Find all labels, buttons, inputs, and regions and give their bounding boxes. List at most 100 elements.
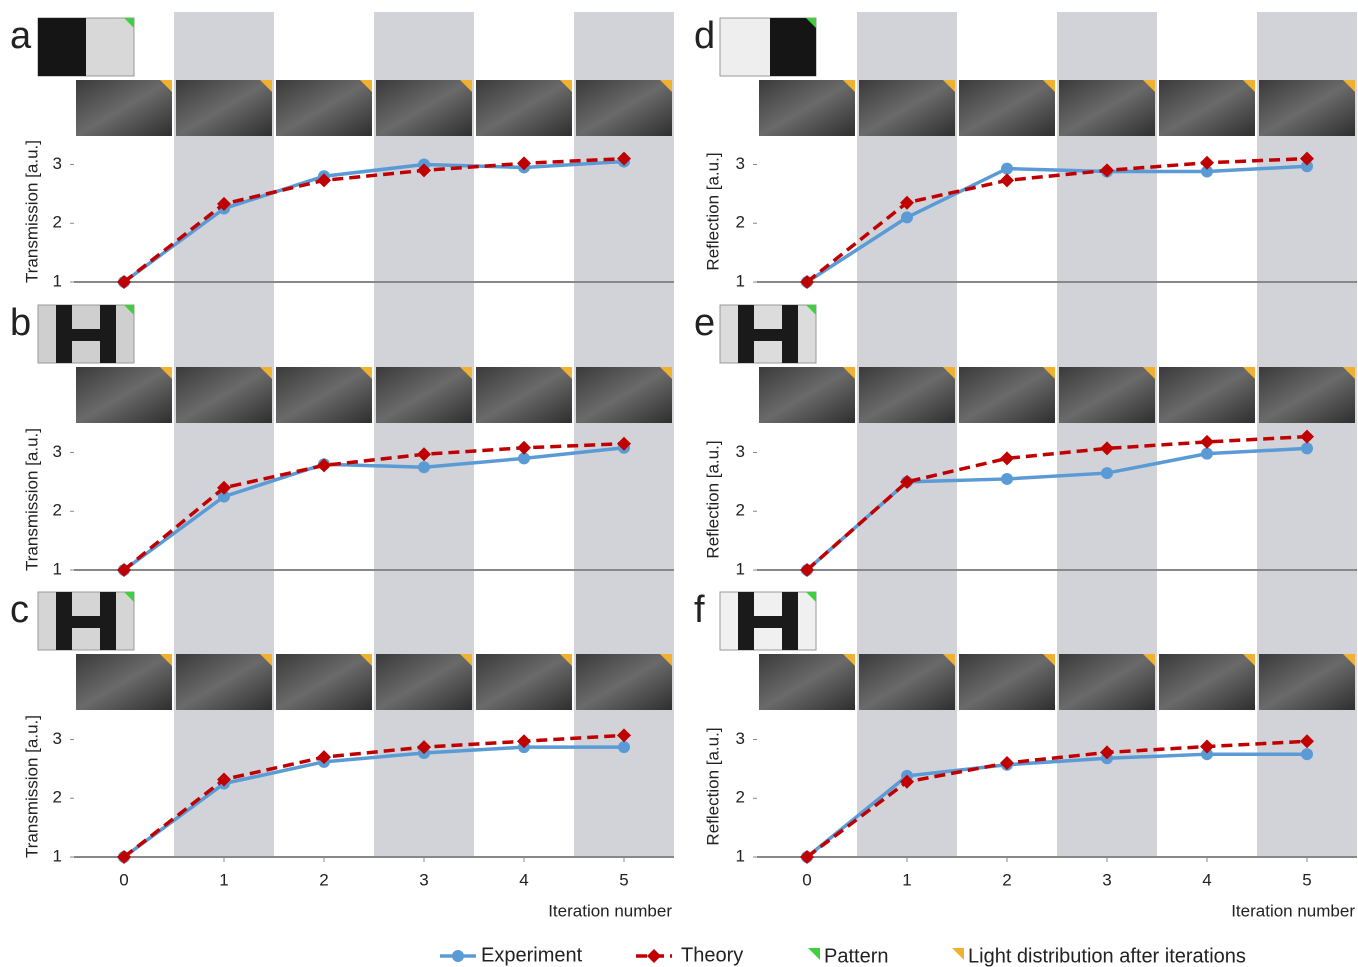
marker — [1201, 448, 1213, 460]
light-tile — [576, 80, 672, 136]
light-tile — [276, 367, 372, 423]
marker — [1000, 173, 1014, 187]
y-tick-label: 3 — [53, 154, 62, 173]
shade-band — [1257, 12, 1357, 282]
shade-band — [1257, 282, 1357, 570]
light-tile — [576, 654, 672, 710]
x-tick-label: 0 — [119, 870, 128, 889]
light-tile — [1259, 654, 1355, 710]
panel-label: f — [694, 589, 705, 631]
shade-band — [374, 12, 474, 282]
marker — [1301, 748, 1313, 760]
y-tick-label: 3 — [53, 729, 62, 748]
y-axis-label: Transmission [a.u.] — [22, 715, 41, 858]
light-tile — [476, 80, 572, 136]
x-tick-label: 5 — [1302, 870, 1311, 889]
marker — [1101, 467, 1113, 479]
shade-band — [574, 570, 674, 857]
legend-marker — [952, 948, 964, 960]
marker — [1000, 451, 1014, 465]
shade-band — [1057, 12, 1157, 282]
marker — [418, 461, 430, 473]
light-tile — [859, 654, 955, 710]
light-tile — [576, 367, 672, 423]
legend: ExperimentTheoryPatternLight distributio… — [440, 944, 1246, 967]
marker — [901, 211, 913, 223]
y-tick-label: 2 — [736, 213, 745, 232]
y-tick-label: 3 — [736, 154, 745, 173]
light-tile — [959, 80, 1055, 136]
y-tick-label: 3 — [736, 442, 745, 461]
light-tile — [1159, 367, 1255, 423]
pattern-dark — [738, 616, 798, 628]
y-tick-label: 1 — [736, 846, 745, 865]
light-tile — [759, 367, 855, 423]
x-tick-label: 3 — [419, 870, 428, 889]
x-axis-label: Iteration number — [1231, 901, 1355, 920]
y-tick-label: 2 — [53, 788, 62, 807]
x-tick-label: 4 — [1202, 870, 1211, 889]
legend-marker — [647, 949, 661, 963]
light-tile — [1259, 367, 1355, 423]
legend-marker — [452, 950, 464, 962]
x-axis-label: Iteration number — [548, 901, 672, 920]
pattern-dark — [56, 329, 116, 341]
light-tile — [376, 80, 472, 136]
light-tile — [959, 654, 1055, 710]
panel-label: b — [10, 302, 31, 344]
y-tick-label: 2 — [53, 213, 62, 232]
light-tile — [76, 80, 172, 136]
y-tick-label: 2 — [736, 788, 745, 807]
light-tile — [959, 367, 1055, 423]
x-tick-label: 3 — [1102, 870, 1111, 889]
light-tile — [176, 654, 272, 710]
y-tick-label: 2 — [53, 501, 62, 520]
light-tile — [859, 367, 955, 423]
y-axis-label: Reflection [a.u.] — [703, 727, 722, 845]
legend-label: Pattern — [824, 945, 888, 967]
shade-band — [574, 282, 674, 570]
shade-band — [1057, 282, 1157, 570]
y-tick-label: 1 — [736, 271, 745, 290]
pattern-dark — [56, 616, 116, 628]
y-tick-label: 1 — [53, 559, 62, 578]
shade-band — [374, 282, 474, 570]
shade-band — [574, 12, 674, 282]
light-tile — [1059, 80, 1155, 136]
panel-label: e — [694, 302, 715, 344]
panel-label: c — [10, 589, 29, 631]
x-tick-label: 1 — [219, 870, 228, 889]
light-tile — [476, 654, 572, 710]
figure: aTransmission [a.u.]123bTransmission [a.… — [0, 0, 1358, 967]
x-tick-label: 2 — [1002, 870, 1011, 889]
light-tile — [859, 80, 955, 136]
marker — [1001, 473, 1013, 485]
light-tile — [476, 367, 572, 423]
panel-label: d — [694, 15, 715, 57]
x-tick-label: 5 — [619, 870, 628, 889]
marker — [317, 458, 331, 472]
marker — [517, 441, 531, 455]
light-tile — [176, 367, 272, 423]
shade-band — [1057, 570, 1157, 857]
light-tile — [759, 80, 855, 136]
pattern-dark — [38, 18, 86, 76]
shade-band — [374, 570, 474, 857]
y-axis-label: Transmission [a.u.] — [22, 140, 41, 283]
legend-label: Experiment — [481, 944, 583, 966]
light-tile — [376, 367, 472, 423]
light-tile — [376, 654, 472, 710]
shade-band — [174, 282, 274, 570]
y-tick-label: 2 — [736, 501, 745, 520]
page: aTransmission [a.u.]123bTransmission [a.… — [0, 0, 1358, 967]
x-tick-label: 4 — [519, 870, 528, 889]
light-tile — [759, 654, 855, 710]
y-tick-label: 1 — [53, 271, 62, 290]
marker — [1200, 156, 1214, 170]
marker — [1301, 442, 1313, 454]
light-tile — [1259, 80, 1355, 136]
y-tick-label: 3 — [53, 442, 62, 461]
shade-band — [1257, 570, 1357, 857]
light-tile — [176, 80, 272, 136]
y-axis-label: Reflection [a.u.] — [703, 152, 722, 270]
